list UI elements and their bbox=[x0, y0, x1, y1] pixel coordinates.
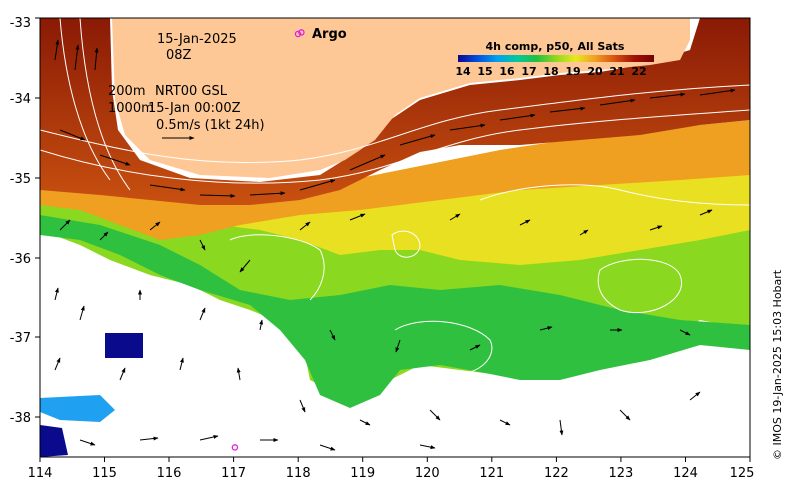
argo-float-marker bbox=[298, 29, 305, 36]
x-tick-label: 120 bbox=[415, 466, 440, 481]
colorbar-tick: 16 bbox=[499, 65, 515, 78]
sst-orange-band bbox=[40, 120, 750, 240]
x-tick-label: 114 bbox=[28, 466, 53, 481]
argo-legend-label: Argo bbox=[312, 27, 347, 42]
argo-markers bbox=[231, 29, 305, 451]
x-tick-label: 118 bbox=[286, 466, 311, 481]
x-axis-labels: 114 115 116 117 118 119 120 121 122 123 … bbox=[28, 466, 755, 481]
date-label: 15-Jan-2025 bbox=[157, 32, 237, 47]
depth-200-label: 200m bbox=[108, 84, 145, 99]
x-tick-label: 121 bbox=[479, 466, 504, 481]
x-tick-label: 125 bbox=[730, 466, 755, 481]
cold-patch-2 bbox=[40, 425, 68, 457]
colorbar-tick: 20 bbox=[587, 65, 603, 78]
y-tick-label: -33 bbox=[10, 16, 31, 31]
x-tick-label: 119 bbox=[350, 466, 375, 481]
colorbar-tick: 17 bbox=[521, 65, 536, 78]
credit-label: © IMOS 19-Jan-2025 15:03 Hobart bbox=[771, 269, 784, 460]
sst-contours bbox=[40, 18, 750, 375]
x-tick-label: 124 bbox=[673, 466, 698, 481]
colorbar-tick: 15 bbox=[477, 65, 492, 78]
current-time-label: 15-Jan 00:00Z bbox=[148, 101, 241, 116]
sst-green-band bbox=[40, 215, 750, 408]
y-tick-label: -34 bbox=[10, 92, 31, 107]
sst-coastal-warm bbox=[40, 18, 750, 205]
colorbar-tick: 21 bbox=[609, 65, 624, 78]
x-tick-label: 117 bbox=[221, 466, 246, 481]
colorbar-title: 4h comp, p50, All Sats bbox=[486, 40, 625, 53]
colorbar: 4h comp, p50, All Sats 14 15 16 17 18 19… bbox=[455, 40, 654, 78]
sst-field bbox=[40, 18, 750, 457]
y-axis-labels: -33 -34 -35 -36 -37 -38 bbox=[10, 16, 31, 426]
current-vectors bbox=[54, 39, 736, 451]
colorbar-tick: 19 bbox=[565, 65, 580, 78]
argo-legend-icon bbox=[294, 30, 302, 38]
scale-label: 0.5m/s (1kt 24h) bbox=[156, 118, 265, 133]
y-tick-label: -38 bbox=[10, 411, 31, 426]
source-label: NRT00 GSL bbox=[155, 84, 228, 99]
cool-patch bbox=[40, 395, 115, 422]
axis-ticks bbox=[35, 17, 751, 462]
y-tick-label: -35 bbox=[10, 172, 31, 187]
colorbar-tick: 18 bbox=[543, 65, 558, 78]
colorbar-tick: 14 bbox=[455, 65, 471, 78]
x-tick-label: 123 bbox=[608, 466, 633, 481]
x-tick-label: 122 bbox=[544, 466, 569, 481]
argo-float-marker bbox=[231, 444, 239, 451]
y-tick-label: -37 bbox=[10, 331, 31, 346]
colorbar-ramp bbox=[458, 55, 654, 62]
x-tick-label: 116 bbox=[157, 466, 182, 481]
plot-frame bbox=[39, 17, 751, 458]
cold-patch bbox=[105, 333, 143, 358]
colorbar-tick: 22 bbox=[631, 65, 646, 78]
y-tick-label: -36 bbox=[10, 252, 31, 267]
time-label: 08Z bbox=[166, 48, 192, 63]
depth-1000-label: 1000m bbox=[108, 101, 154, 116]
x-tick-label: 115 bbox=[92, 466, 117, 481]
